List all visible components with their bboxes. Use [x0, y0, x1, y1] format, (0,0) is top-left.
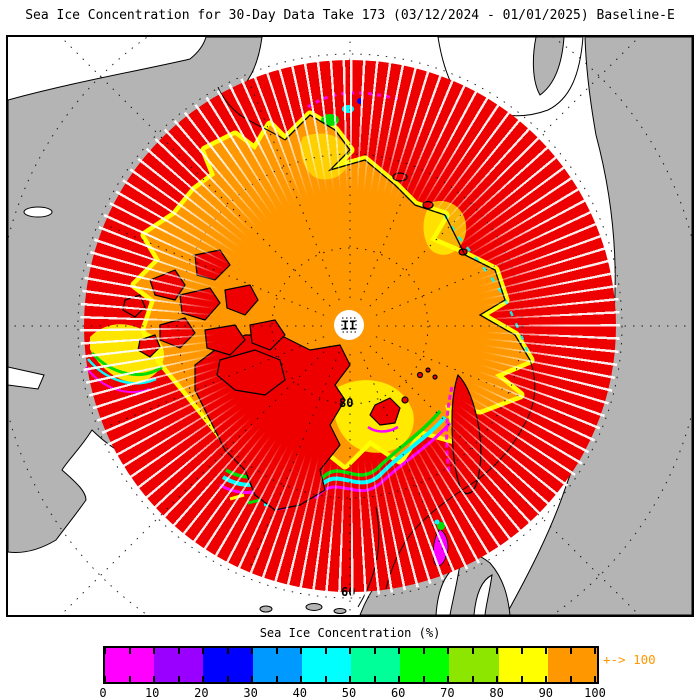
colorbar-tick [349, 648, 351, 654]
latitude-label-60: 60 [341, 585, 355, 599]
colorbar-tick [545, 648, 547, 654]
lake [23, 206, 53, 218]
franz-josef-islet [416, 371, 424, 379]
svalbard-islet [401, 396, 409, 404]
colorbar-tick-label: 100 [584, 686, 606, 700]
graticule-circle-60N [77, 53, 623, 599]
colorbar-tick [373, 648, 376, 654]
colorbar-tick-label: 40 [292, 686, 308, 700]
colorbar-tick [251, 648, 253, 654]
map-canvas: II 80 60 [8, 37, 692, 615]
colorbar-tick [373, 676, 376, 682]
bering-fringe-green [321, 114, 339, 126]
colorbar-cell [498, 648, 548, 682]
colorbar-tick [128, 676, 131, 682]
colorbar-cell [547, 648, 598, 682]
colorbar-tick [569, 648, 572, 654]
colorbar-tick [520, 648, 523, 654]
latitude-label-80: 80 [339, 396, 353, 410]
colorbar-tick-label: 70 [440, 686, 455, 700]
colorbar-tick [202, 648, 204, 654]
colorbar [103, 646, 599, 684]
fjord [8, 366, 45, 390]
colorbar-tick [545, 676, 547, 682]
colorbar-tick-label: 90 [538, 686, 554, 700]
siberian-island [422, 200, 434, 210]
franz-josef-islet [432, 374, 438, 380]
colorbar-tick [275, 676, 278, 682]
colorbar-tick [104, 676, 106, 682]
colorbar-tick [471, 648, 474, 654]
colorbar-cell [400, 648, 450, 682]
colorbar-tick [128, 648, 131, 654]
colorbar-tick [104, 648, 106, 654]
colorbar-tick [398, 676, 400, 682]
colorbar-tick [594, 676, 596, 682]
islet [305, 603, 323, 611]
colorbar-tick-label: 10 [144, 686, 160, 700]
colorbar-tick [520, 676, 523, 682]
colorbar-tick [496, 676, 498, 682]
colorbar-title: Sea Ice Concentration (%) [259, 626, 441, 640]
colorbar-tick-label: 0 [99, 686, 107, 700]
colorbar-tick [177, 648, 180, 654]
franz-josef-islet [425, 367, 431, 373]
colorbar-tick [300, 648, 302, 654]
colorbar-tick [349, 676, 351, 682]
colorbar-tick [177, 676, 180, 682]
pole-marker-glyph: II [342, 319, 356, 333]
colorbar-tick-label: 60 [390, 686, 406, 700]
colorbar-tick [447, 648, 449, 654]
colorbar-tick [471, 676, 474, 682]
colorbar-tick [496, 648, 498, 654]
islet [333, 608, 347, 614]
colorbar-tick-label: 20 [194, 686, 209, 700]
colorbar-overflow-label: +-> 100 [603, 652, 656, 667]
colorbar-tick [569, 676, 572, 682]
colorbar-tick-label: 50 [341, 686, 357, 700]
colorbar-tick [153, 676, 155, 682]
colorbar-tick [202, 676, 204, 682]
plot-title: Sea Ice Concentration for 30-Day Data Ta… [25, 8, 675, 23]
colorbar-tick [324, 676, 327, 682]
colorbar-cell [449, 648, 499, 682]
colorbar-tick [300, 676, 302, 682]
colorbar-tick [594, 648, 596, 654]
colorbar-tick [447, 676, 449, 682]
islet [259, 605, 273, 613]
colorbar-tick [324, 648, 327, 654]
colorbar-tick [226, 676, 229, 682]
bering-fringe-blue [357, 98, 363, 104]
colorbar-tick [398, 648, 400, 654]
colorbar-tick-labels: 0 10 20 30 40 50 60 70 80 90 100 [99, 686, 605, 700]
white-sea-fringe-cyan [434, 519, 440, 525]
colorbar-tick [153, 648, 155, 654]
colorbar-tick-label: 80 [489, 686, 504, 700]
colorbar-tick [251, 676, 253, 682]
colorbar-tick [275, 648, 278, 654]
colorbar-tick-label: 30 [243, 686, 258, 700]
colorbar-tick [422, 648, 425, 654]
siberian-island [392, 172, 408, 182]
polar-map: II 80 60 [6, 35, 694, 617]
bering-fringe-cyan [342, 105, 354, 113]
colorbar-tick [226, 648, 229, 654]
colorbar-tick [422, 676, 425, 682]
colorbar-cell [351, 648, 401, 682]
